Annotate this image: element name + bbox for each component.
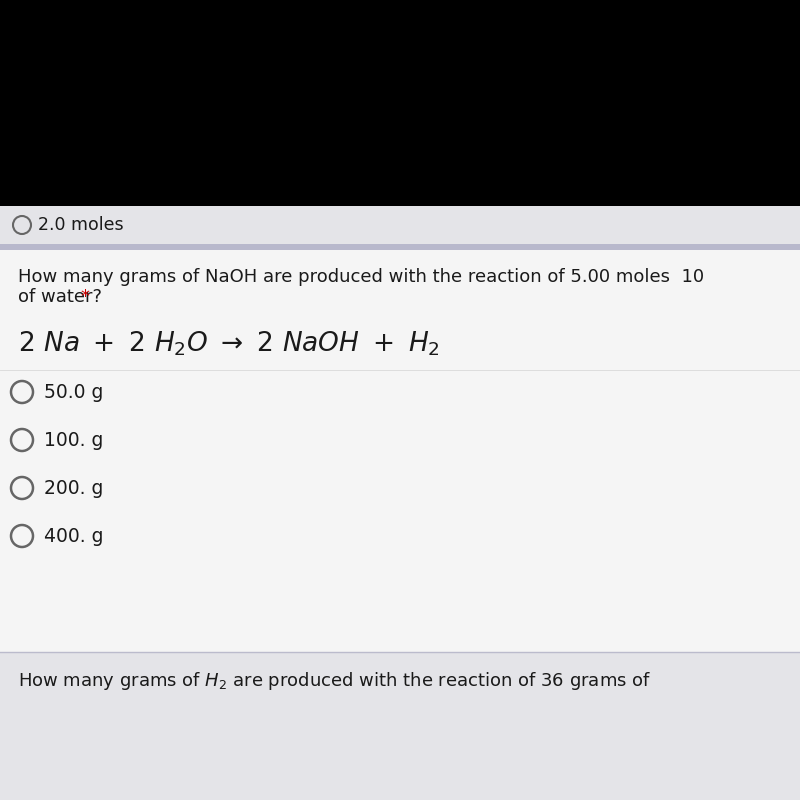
- Text: How many grams of NaOH are produced with the reaction of 5.00 moles  10: How many grams of NaOH are produced with…: [18, 268, 704, 286]
- Text: *: *: [80, 288, 89, 306]
- Text: 50.0 g: 50.0 g: [44, 382, 103, 402]
- Text: of water?: of water?: [18, 288, 108, 306]
- Text: 2.0 moles: 2.0 moles: [38, 216, 124, 234]
- Bar: [0, 250, 800, 652]
- Text: 400. g: 400. g: [44, 526, 103, 546]
- Text: 200. g: 200. g: [44, 478, 103, 498]
- Bar: [0, 652, 800, 800]
- Text: 100. g: 100. g: [44, 430, 103, 450]
- Text: How many grams of $H_2$ are produced with the reaction of 36 grams of: How many grams of $H_2$ are produced wit…: [18, 670, 651, 692]
- Bar: [0, 206, 800, 244]
- Bar: [0, 244, 800, 250]
- Text: $2\ \mathit{Na}\ +\ 2\ \mathit{H}_2\mathit{O}\ \rightarrow\ 2\ \mathit{NaOH}\ +\: $2\ \mathit{Na}\ +\ 2\ \mathit{H}_2\math…: [18, 330, 440, 358]
